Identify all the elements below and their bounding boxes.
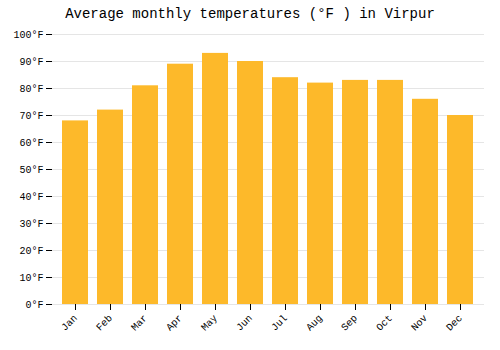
svg-text:0°F: 0°F bbox=[25, 300, 43, 311]
svg-text:Mar: Mar bbox=[129, 313, 150, 334]
svg-text:20°F: 20°F bbox=[19, 246, 43, 257]
svg-text:80°F: 80°F bbox=[19, 84, 43, 95]
svg-text:60°F: 60°F bbox=[19, 138, 43, 149]
svg-text:100°F: 100°F bbox=[13, 30, 43, 41]
svg-text:70°F: 70°F bbox=[19, 111, 43, 122]
svg-text:50°F: 50°F bbox=[19, 165, 43, 176]
svg-text:90°F: 90°F bbox=[19, 57, 43, 68]
svg-text:Jun: Jun bbox=[234, 313, 255, 334]
svg-text:May: May bbox=[199, 313, 220, 334]
svg-text:Sep: Sep bbox=[339, 313, 360, 334]
svg-text:30°F: 30°F bbox=[19, 219, 43, 230]
svg-text:Dec: Dec bbox=[444, 313, 465, 334]
svg-text:Feb: Feb bbox=[94, 313, 115, 334]
svg-text:Oct: Oct bbox=[374, 313, 395, 334]
svg-text:Aug: Aug bbox=[304, 313, 325, 334]
svg-text:40°F: 40°F bbox=[19, 192, 43, 203]
html-text:Average monthly temperatures (: Average monthly temperatures (°F ) in Vi… bbox=[65, 6, 435, 22]
svg-text:10°F: 10°F bbox=[19, 273, 43, 284]
svg-text:Apr: Apr bbox=[164, 313, 185, 334]
svg-text:Jul: Jul bbox=[269, 313, 290, 334]
svg-text:Nov: Nov bbox=[409, 313, 430, 334]
svg-text:Jan: Jan bbox=[59, 313, 80, 334]
